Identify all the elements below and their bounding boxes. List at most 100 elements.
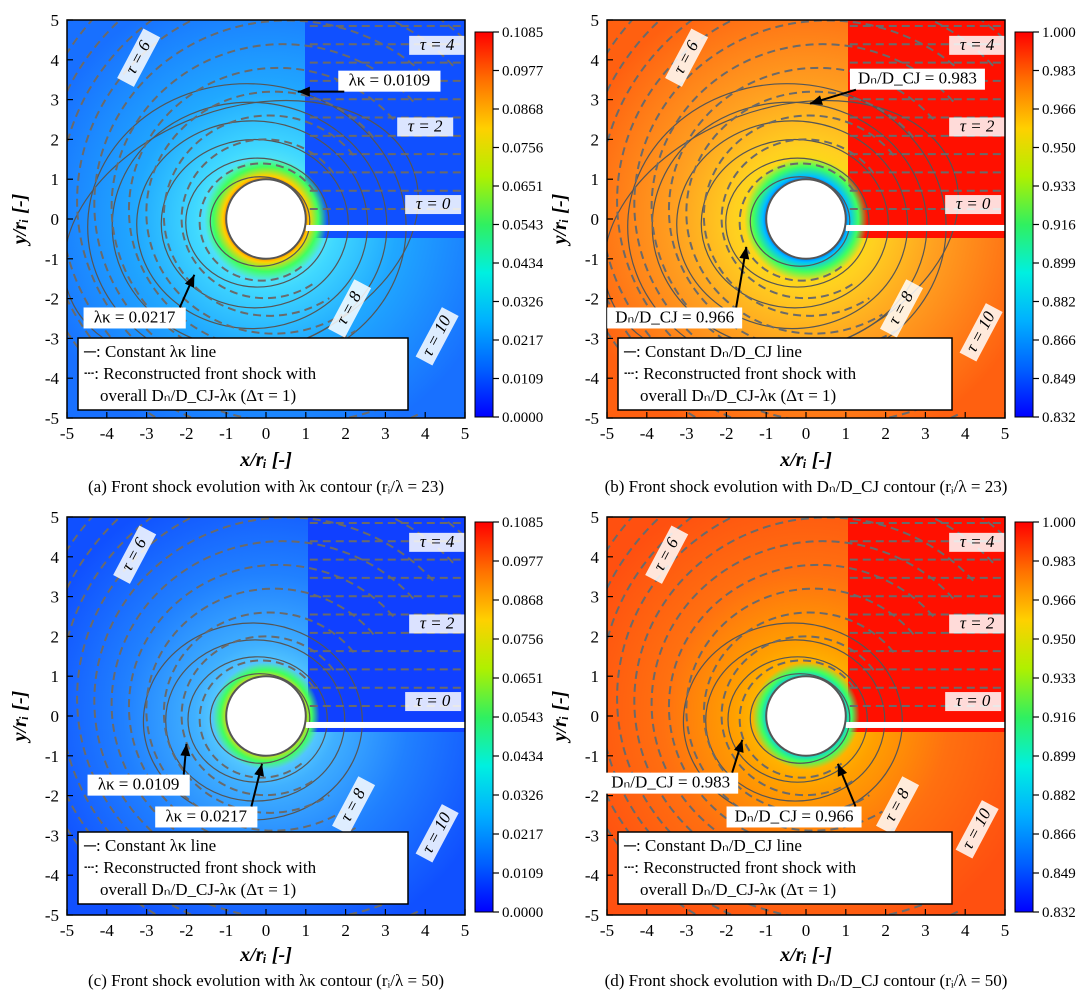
colorbar-tick-label: 0.950 <box>1042 632 1076 648</box>
constant-value-line <box>700 138 889 309</box>
reconstructed-shock-line <box>162 114 355 317</box>
y-tick-label: 1 <box>51 170 60 189</box>
cylinder <box>225 675 307 757</box>
reconstructed-shock-line <box>702 114 895 317</box>
reconstructed-shock-line <box>198 162 315 282</box>
x-tick-label: -1 <box>759 921 773 940</box>
y-ticks: -5 -4 -3 -2 -1 0 1 2 3 4 5 <box>45 508 73 925</box>
x-tick-label: -5 <box>60 921 74 940</box>
reconstructed-shock-line <box>145 90 375 335</box>
x-tick-label: 1 <box>302 921 311 940</box>
colorbar <box>474 521 494 913</box>
legend-box <box>617 337 953 411</box>
constant-value-line <box>725 157 870 288</box>
y-tick-label: -4 <box>585 369 600 388</box>
colorbar-ticks: 1.000 0.983 0.966 0.950 0.933 0.916 0.899 0.882… <box>1033 25 1076 426</box>
colorbar <box>1014 521 1034 913</box>
legend-line-2: ┄: Reconstructed front shock with <box>624 364 857 383</box>
tau-text: τ = 0 <box>956 691 991 710</box>
constant-value-line <box>727 656 868 783</box>
arrow-head <box>837 763 848 777</box>
y-tick-label: -2 <box>45 290 59 309</box>
reconstructed-shock-line <box>738 162 855 282</box>
x-tick-label: -3 <box>140 921 154 940</box>
x-tick-label: 0 <box>262 921 271 940</box>
colorbar-tick-label: 0.866 <box>1042 333 1076 349</box>
legend-line-2: ┄: Reconstructed front shock with <box>84 364 317 383</box>
tau-text: τ = 0 <box>416 691 451 710</box>
reconstructed-shock-line <box>685 587 915 832</box>
annotation-text: Dₙ/D_CJ = 0.983 <box>858 69 977 88</box>
colorbar-tick-label: 0.899 <box>1042 256 1076 272</box>
x-tick-label: 3 <box>381 424 390 443</box>
y-tick-label: 3 <box>591 91 600 110</box>
panel-caption: (a) Front shock evolution with λκ contou… <box>88 477 444 496</box>
x-tick-label: -1 <box>759 424 773 443</box>
constant-value-line <box>749 673 851 764</box>
x-tick-label: 5 <box>461 424 470 443</box>
tau-label: τ = 6 <box>645 525 689 584</box>
y-tick-label: 4 <box>591 51 600 70</box>
annotation-box <box>155 806 258 828</box>
arrow-head <box>180 743 191 757</box>
y-tick-label: 0 <box>591 210 600 229</box>
annotation-box <box>603 772 739 794</box>
tau-label: τ = 0 <box>945 691 1002 712</box>
constant-value-line <box>749 176 851 267</box>
tau-label: τ = 2 <box>949 116 1005 137</box>
colorbar-tick-label: 0.1085 <box>502 515 543 531</box>
x-tick-label: 2 <box>341 424 350 443</box>
x-tick-label: -3 <box>680 424 694 443</box>
y-axis-label: y/rᵢ [-] <box>9 193 31 246</box>
x-tick-label: 4 <box>421 921 430 940</box>
colorbar-tick-label: 0.0756 <box>502 141 544 157</box>
x-tick-label: 0 <box>802 921 811 940</box>
colorbar-tick-label: 0.0326 <box>502 295 544 311</box>
colorbar-tick-label: 0.966 <box>1042 102 1076 118</box>
x-tick-label: -5 <box>600 921 614 940</box>
x-axis-label: x/rᵢ [-] <box>239 944 292 966</box>
colorbar-tick-label: 1.000 <box>1042 25 1076 41</box>
legend-line-1: ─: Constant λκ line <box>83 342 216 361</box>
y-axis-label: y/rᵢ [-] <box>9 690 31 743</box>
x-tick-label: -4 <box>640 921 655 940</box>
reconstructed-shock-line <box>720 635 875 797</box>
y-tick-label: -4 <box>45 866 60 885</box>
x-tick-label: 0 <box>802 424 811 443</box>
x-tick-label: -1 <box>219 424 233 443</box>
x-tick-label: -4 <box>100 424 115 443</box>
tau-label: τ = 0 <box>405 691 462 712</box>
y-ticks: -5 -4 -3 -2 -1 0 1 2 3 4 5 <box>585 508 613 925</box>
colorbar-tick-label: 0.0756 <box>502 632 544 648</box>
tau-label: τ = 0 <box>405 194 462 215</box>
annotation: Dₙ/D_CJ = 0.966 <box>726 763 862 828</box>
tau-text: τ = 4 <box>960 532 995 551</box>
panel-caption: (d) Front shock evolution with Dₙ/D_CJ c… <box>605 971 1008 990</box>
constant-value-line <box>160 138 349 309</box>
x-tick-label: 1 <box>842 921 851 940</box>
tau-text: τ = 0 <box>956 194 991 213</box>
y-tick-label: 1 <box>51 667 60 686</box>
colorbar-tick-label: 0.933 <box>1042 179 1076 195</box>
reconstructed-shock-line <box>685 90 915 335</box>
reconstructed-shock-line <box>180 635 335 797</box>
colorbar-tick-label: 0.832 <box>1042 410 1076 426</box>
x-tick-label: 5 <box>1001 424 1010 443</box>
panel-d: τ = 0τ = 2τ = 4τ = 6τ = 8τ = 10 -5 -4 -3 -2… <box>549 508 1076 990</box>
tau-text: τ = 4 <box>960 35 995 54</box>
colorbar-tick-label: 0.0217 <box>502 827 544 843</box>
y-tick-label: 2 <box>591 627 600 646</box>
arrow-head <box>739 246 750 260</box>
legend-line-1: ─: Constant Dₙ/D_CJ line <box>623 836 802 855</box>
y-tick-label: -2 <box>45 787 59 806</box>
y-tick-label: -3 <box>585 329 599 348</box>
x-tick-label: -4 <box>100 921 115 940</box>
x-tick-label: -4 <box>640 424 655 443</box>
colorbar-tick-label: 0.933 <box>1042 671 1076 687</box>
colorbar-tick-label: 0.0000 <box>502 410 543 426</box>
panel-caption: (b) Front shock evolution with Dₙ/D_CJ c… <box>605 477 1008 496</box>
y-tick-label: 0 <box>51 707 60 726</box>
colorbar-ticks: 0.1085 0.0977 0.0868 0.0756 0.0651 0.0543 0.04… <box>493 515 544 921</box>
x-axis-label: x/rᵢ [-] <box>779 449 832 471</box>
colorbar-tick-label: 0.849 <box>1042 866 1076 882</box>
